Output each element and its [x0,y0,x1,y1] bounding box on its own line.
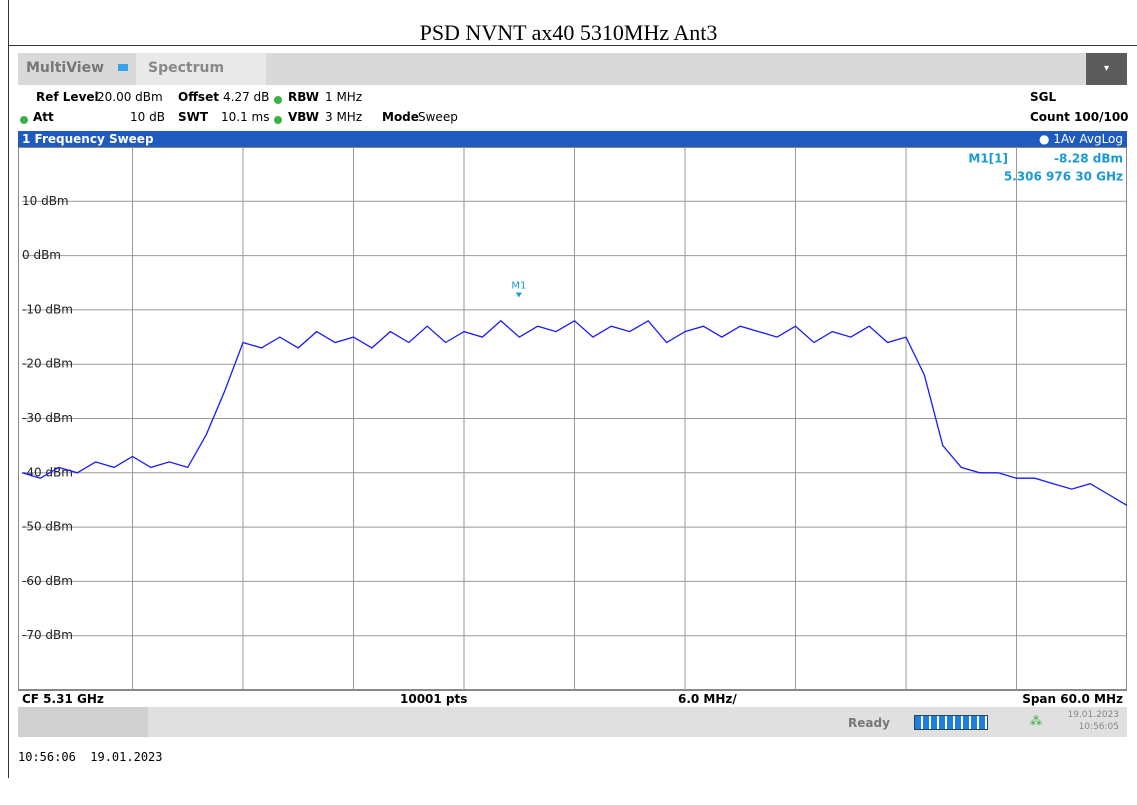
label: Att [33,110,54,124]
window-bar: 1 Frequency Sweep ● 1Av AvgLog [18,131,1127,147]
window-title: 1 Frequency Sweep [22,132,154,146]
frame [8,0,1137,778]
timestamp: 10:56:06 19.01.2023 [18,750,163,764]
title-rule [8,45,1137,46]
y-tick-label: -60 dBm [22,574,73,588]
indicator [274,93,285,107]
value: 4.27 dB [223,90,270,104]
y-tick-label: 10 dBm [22,194,69,208]
progress [914,715,988,730]
y-tick-label: -30 dBm [22,411,73,425]
page: PSD NVNT ax40 5310MHz Ant3 MultiView Spe… [8,0,1137,778]
y-tick-label: -70 dBm [22,628,73,642]
y-tick-label: 0 dBm [22,248,61,262]
value: 10.1 ms [221,110,270,124]
marker [515,292,522,298]
title: PSD NVNT ax40 5310MHz Ant3 [419,20,718,45]
trace-info: ● 1Av AvgLog [1038,132,1123,146]
menu-button[interactable]: ▾ [1086,53,1127,85]
settings: Ref Level 20.00 dBm Offset 4.27 dB RBW 1… [18,88,1129,130]
plot: 10 dBm 0 dBm -10 dBm -20 dBm -30 dBm -40 dBm -… [18,147,1127,690]
marker-label: M1 [511,281,526,292]
value: 10 dB [130,110,165,124]
y-tick-label: -10 dBm [22,302,73,316]
value: 1 MHz [325,90,363,104]
y-tick-label: -50 dBm [22,520,73,534]
label: Ref Level [36,90,99,104]
span: Span 60.0 MHz [1022,692,1123,706]
tab[interactable] [136,53,266,85]
points: 10001 pts [400,692,468,706]
y-tick-label: -40 dBm [22,465,73,479]
label: VBW [288,110,320,124]
sgl: SGL [1030,90,1057,104]
label: SWT [178,110,209,124]
label: Offset [178,90,219,104]
network-icon: ⁂ [1030,714,1042,728]
indicator [20,113,31,127]
status-panel [18,707,148,737]
marker-readout: M1[1] [968,152,1008,166]
tab[interactable]: Spectrum [148,60,225,76]
label: Mode [382,110,419,124]
value: 3 MHz [325,110,363,124]
value: Sweep [418,110,458,124]
indicator [274,113,285,127]
value: 20.00 dBm [97,90,163,104]
trace [21,319,1127,506]
per-div: 6.0 MHz/ [678,692,737,706]
y-tick-label: -20 dBm [22,357,73,371]
footer: CF 5.31 GHz 10001 pts 6.0 MHz/ Span 60.0… [18,690,1127,707]
status-date: 19.01.2023 [1067,710,1119,720]
status-time: 10:56:05 [1078,722,1119,732]
tab-icon [118,64,128,71]
trace-label: 1Av AvgLog [1053,132,1123,146]
toolbar: MultiView Spectrum ▾ [18,53,1127,85]
label: RBW [288,90,319,104]
count: Count 100/100 [1030,110,1129,124]
status-bar: Ready ⁂ 19.01.2023 10:56:05 [18,707,1127,737]
center-freq: CF 5.31 GHz [22,692,104,706]
marker-frequency: 5.306 976 30 GHz [1004,170,1123,184]
status-state: Ready [848,716,890,730]
marker-value: -8.28 dBm [1054,152,1123,166]
tab[interactable]: MultiView [26,60,105,76]
